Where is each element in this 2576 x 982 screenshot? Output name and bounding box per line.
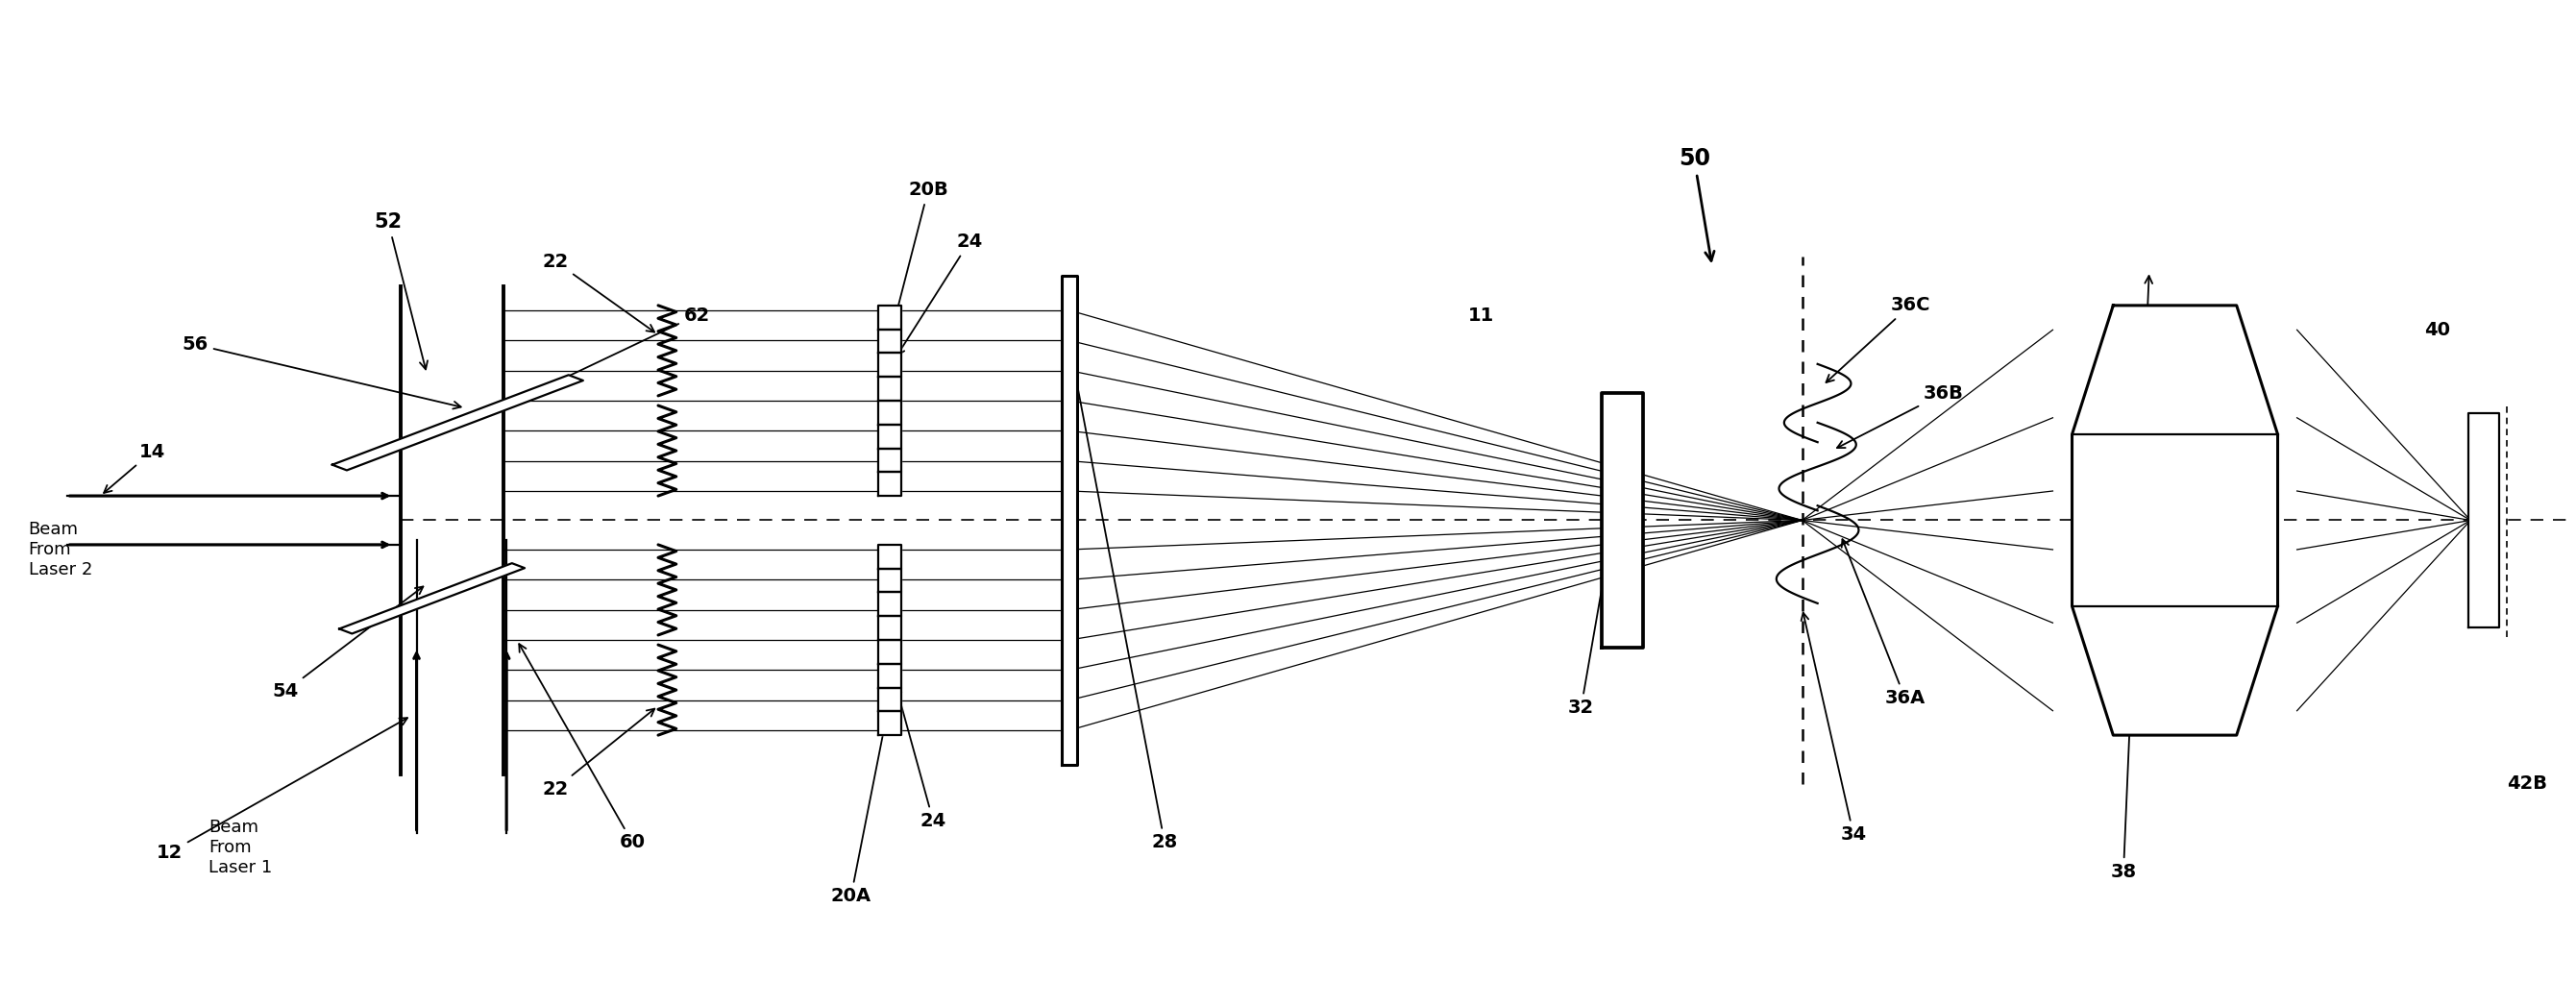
Polygon shape: [878, 354, 902, 377]
Polygon shape: [2071, 305, 2277, 736]
Polygon shape: [340, 564, 526, 633]
Polygon shape: [878, 424, 902, 448]
Text: 40: 40: [2424, 321, 2450, 339]
Text: 32: 32: [1569, 476, 1623, 717]
Text: 62: 62: [520, 306, 711, 399]
Text: 20B: 20B: [889, 181, 948, 335]
Text: 28: 28: [1069, 349, 1177, 851]
Text: 22: 22: [544, 252, 654, 332]
Text: 24: 24: [896, 233, 981, 355]
Polygon shape: [878, 711, 902, 736]
Polygon shape: [878, 448, 902, 472]
Text: 54: 54: [273, 586, 422, 700]
Polygon shape: [878, 687, 902, 711]
Text: 52: 52: [374, 213, 428, 369]
Polygon shape: [1602, 394, 1643, 647]
Text: 36C: 36C: [1826, 297, 1929, 382]
Text: Beam
From
Laser 1: Beam From Laser 1: [209, 819, 273, 876]
Text: 11: 11: [1468, 306, 1494, 324]
Text: 42B: 42B: [2506, 775, 2548, 793]
Polygon shape: [2468, 412, 2499, 627]
Polygon shape: [878, 640, 902, 664]
Polygon shape: [878, 472, 902, 496]
Text: 34: 34: [1801, 613, 1868, 844]
Polygon shape: [332, 375, 582, 470]
Polygon shape: [878, 616, 902, 640]
Text: 24: 24: [894, 685, 945, 830]
Polygon shape: [878, 545, 902, 569]
Text: 22: 22: [544, 709, 654, 798]
Text: 36A: 36A: [1842, 539, 1924, 707]
Text: 50: 50: [1680, 147, 1713, 261]
Text: Beam
From
Laser 2: Beam From Laser 2: [28, 521, 93, 578]
Polygon shape: [878, 305, 902, 329]
Polygon shape: [878, 592, 902, 616]
Polygon shape: [878, 401, 902, 424]
Text: 60: 60: [520, 644, 647, 851]
Text: 56: 56: [183, 336, 461, 409]
Text: 20A: 20A: [829, 705, 891, 905]
Polygon shape: [878, 377, 902, 401]
Text: 36B: 36B: [1837, 384, 1963, 448]
Polygon shape: [878, 664, 902, 687]
Polygon shape: [878, 329, 902, 354]
Text: 14: 14: [103, 443, 165, 493]
Text: 12: 12: [157, 718, 407, 861]
Text: 38: 38: [2110, 276, 2154, 881]
Polygon shape: [878, 569, 902, 592]
Polygon shape: [1061, 276, 1077, 764]
